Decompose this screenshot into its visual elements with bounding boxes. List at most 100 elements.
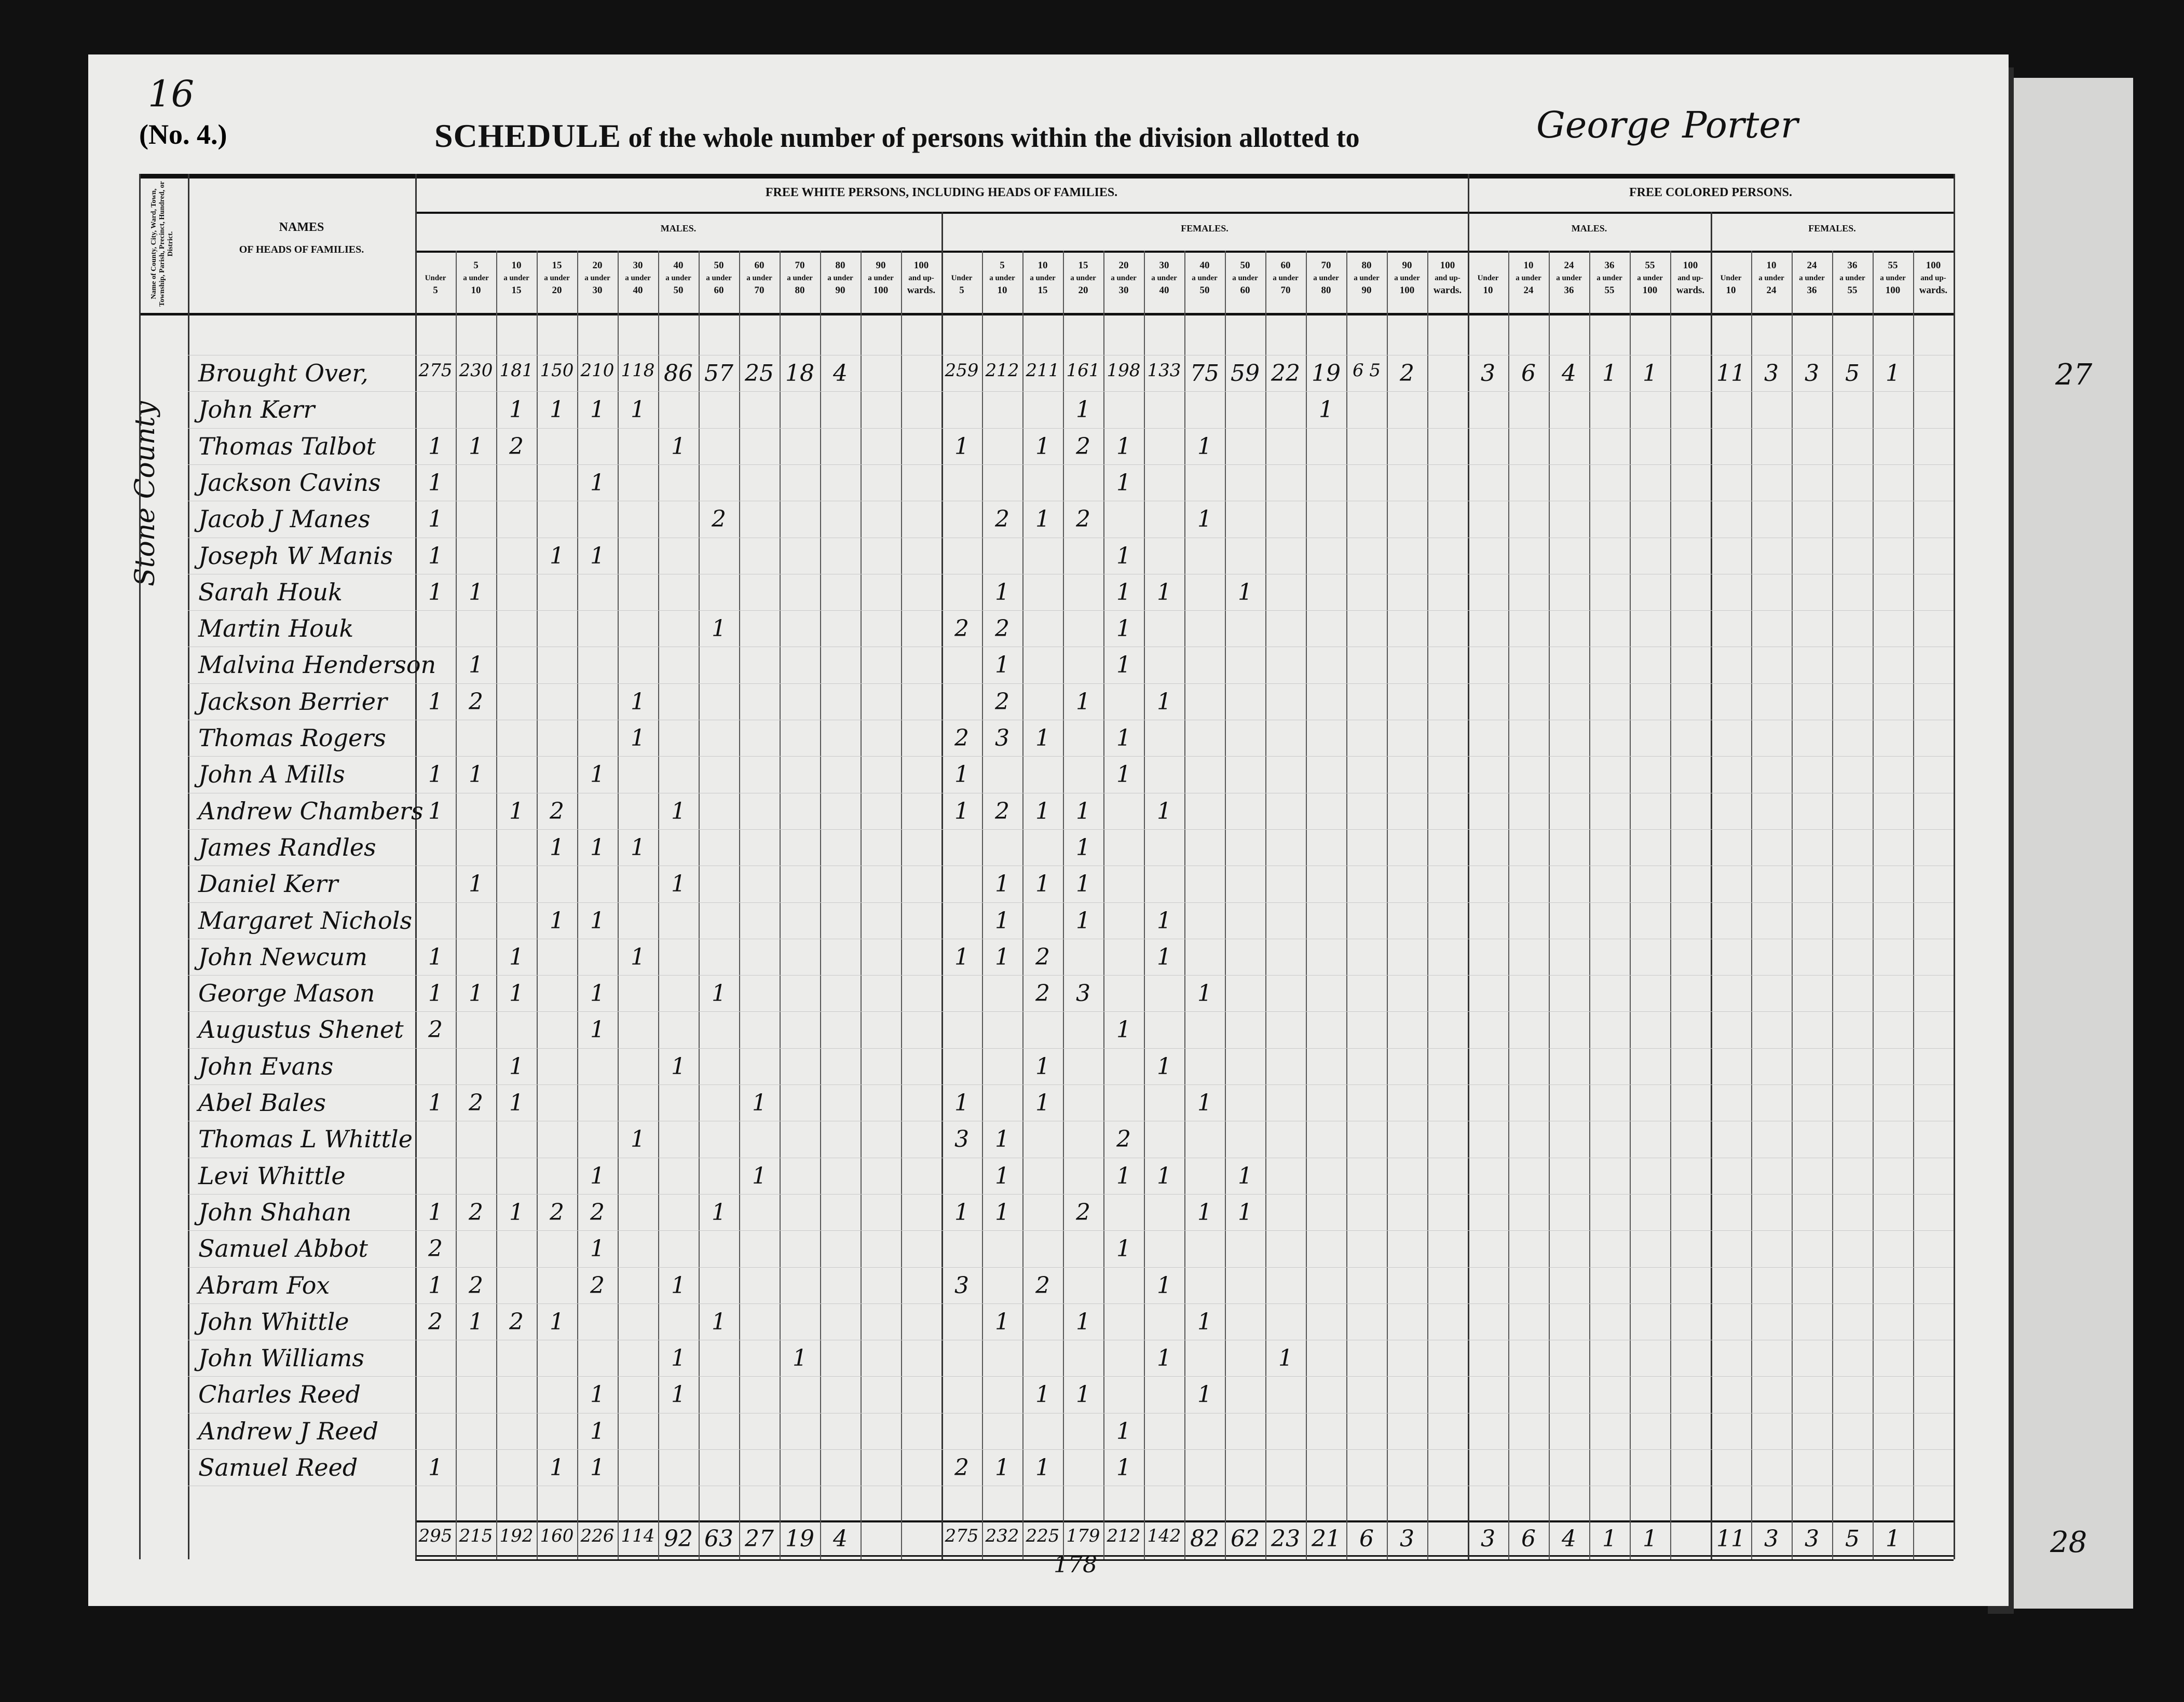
count-cell: 1: [1157, 1272, 1171, 1299]
count-cell: 1: [590, 908, 605, 934]
row-guide: [188, 1194, 1954, 1195]
total-cell: 212: [1107, 1526, 1141, 1546]
head-of-family-name: John Newcum: [198, 943, 367, 971]
count-cell: 11: [1716, 360, 1745, 387]
count-cell: 2: [1076, 433, 1090, 460]
count-cell: 2: [954, 1454, 969, 1481]
count-cell: 1: [631, 396, 645, 423]
count-cell: 212: [985, 360, 1019, 381]
column-divider: [1913, 251, 1914, 1559]
count-cell: 1: [1643, 360, 1657, 387]
count-cell: 75: [1190, 360, 1219, 387]
age-column-label: 100 and up-wards.: [1913, 259, 1954, 297]
age-label-line: 40: [1199, 260, 1210, 271]
total-cell: 62: [1231, 1526, 1260, 1552]
count-cell: 1: [1116, 1163, 1131, 1189]
age-label-line: 5: [473, 260, 479, 271]
count-cell: 2: [712, 506, 726, 532]
count-cell: 275: [418, 360, 453, 381]
age-column-label: 30 a under 40: [1144, 259, 1184, 297]
count-cell: 1: [1076, 834, 1090, 861]
age-label-line: 5: [433, 285, 438, 296]
age-label-line: a under: [1273, 274, 1299, 282]
count-cell: 1: [469, 980, 483, 1007]
count-cell: 1: [509, 1090, 524, 1116]
margin-county: Stone County: [130, 401, 161, 586]
age-label-line: 36: [1564, 285, 1574, 296]
count-cell: 1: [671, 1272, 686, 1299]
age-label-line: 20: [1118, 260, 1129, 271]
count-cell: 1: [712, 1199, 726, 1226]
age-column-label: 24 a under 36: [1549, 259, 1589, 297]
age-label-line: 24: [1766, 285, 1777, 296]
column-divider: [1711, 212, 1712, 1559]
row-guide: [188, 610, 1954, 611]
age-column-label: 50 a under 60: [699, 259, 739, 297]
count-cell: 1: [1319, 396, 1333, 423]
count-cell: 2: [428, 1017, 443, 1043]
count-cell: 1: [509, 944, 524, 970]
count-cell: 1: [1238, 579, 1252, 606]
total-cell: 3: [1400, 1526, 1414, 1552]
column-divider: [658, 251, 659, 1559]
age-label-line: 20: [592, 260, 603, 271]
form-number: (No. 4.): [139, 119, 227, 150]
age-label-line: a under: [1556, 274, 1582, 282]
count-cell: 1: [671, 1345, 686, 1371]
head-of-family-name: John Whittle: [198, 1308, 349, 1336]
head-of-family-name: John Evans: [198, 1052, 334, 1080]
count-cell: 1: [631, 834, 645, 861]
count-cell: 1: [1157, 1345, 1171, 1371]
head-of-family-name: Jacob J Manes: [198, 505, 371, 533]
age-label-line: 50: [673, 285, 684, 296]
age-label-line: [941, 259, 982, 272]
count-cell: 1: [1035, 1454, 1050, 1481]
age-column-label: 10 a under 15: [496, 259, 537, 297]
count-cell: 1: [1116, 1236, 1131, 1262]
count-cell: 1: [954, 761, 969, 788]
age-label-line: 70: [1321, 260, 1331, 271]
count-cell: 2: [954, 615, 969, 642]
count-cell: 1: [1076, 1381, 1090, 1408]
count-cell: 2: [954, 725, 969, 751]
count-cell: 133: [1147, 360, 1181, 381]
count-cell: 1: [1157, 908, 1171, 934]
age-label-line: a under: [1151, 274, 1177, 282]
column-divider: [1184, 251, 1185, 1559]
count-cell: 1: [1197, 433, 1212, 460]
total-cell: 11: [1716, 1526, 1745, 1552]
count-cell: 2: [469, 1199, 483, 1226]
age-column-label: 36 a under 55: [1589, 259, 1630, 297]
column-divider: [415, 174, 417, 1559]
total-cell: 225: [1026, 1526, 1060, 1546]
age-column-label: 50 a under 60: [1225, 259, 1265, 297]
count-cell: 1: [1116, 433, 1131, 460]
age-label-line: and up-: [1677, 274, 1703, 282]
age-label-line: 90: [835, 285, 845, 296]
total-cell: 92: [664, 1526, 693, 1552]
count-cell: 2: [550, 1199, 564, 1226]
names-subheader: OF HEADS OF FAMILIES.: [239, 244, 364, 255]
age-label-line: a under: [1758, 274, 1784, 282]
count-cell: 1: [1157, 798, 1171, 825]
age-label-line: Under: [425, 274, 446, 282]
count-cell: 1: [550, 834, 564, 861]
column-divider: [901, 251, 902, 1559]
head-of-family-name: Andrew J Reed: [198, 1417, 379, 1445]
age-label-line: 30: [592, 285, 603, 296]
age-label-line: 90: [1361, 285, 1372, 296]
count-cell: 1: [428, 1090, 443, 1116]
count-cell: 1: [590, 1163, 605, 1189]
count-cell: 1: [752, 1163, 767, 1189]
count-cell: 1: [1076, 1309, 1090, 1335]
total-cell: 63: [704, 1526, 733, 1552]
age-label-line: a under: [1354, 274, 1380, 282]
count-cell: 1: [793, 1345, 807, 1371]
count-cell: 1: [1197, 1309, 1212, 1335]
age-label-line: 70: [795, 260, 805, 271]
count-cell: 1: [1035, 506, 1050, 532]
count-cell: 1: [1116, 579, 1131, 606]
total-cell: 215: [459, 1526, 493, 1546]
count-cell: 1: [671, 1053, 686, 1080]
age-label-line: and up-: [908, 274, 934, 282]
